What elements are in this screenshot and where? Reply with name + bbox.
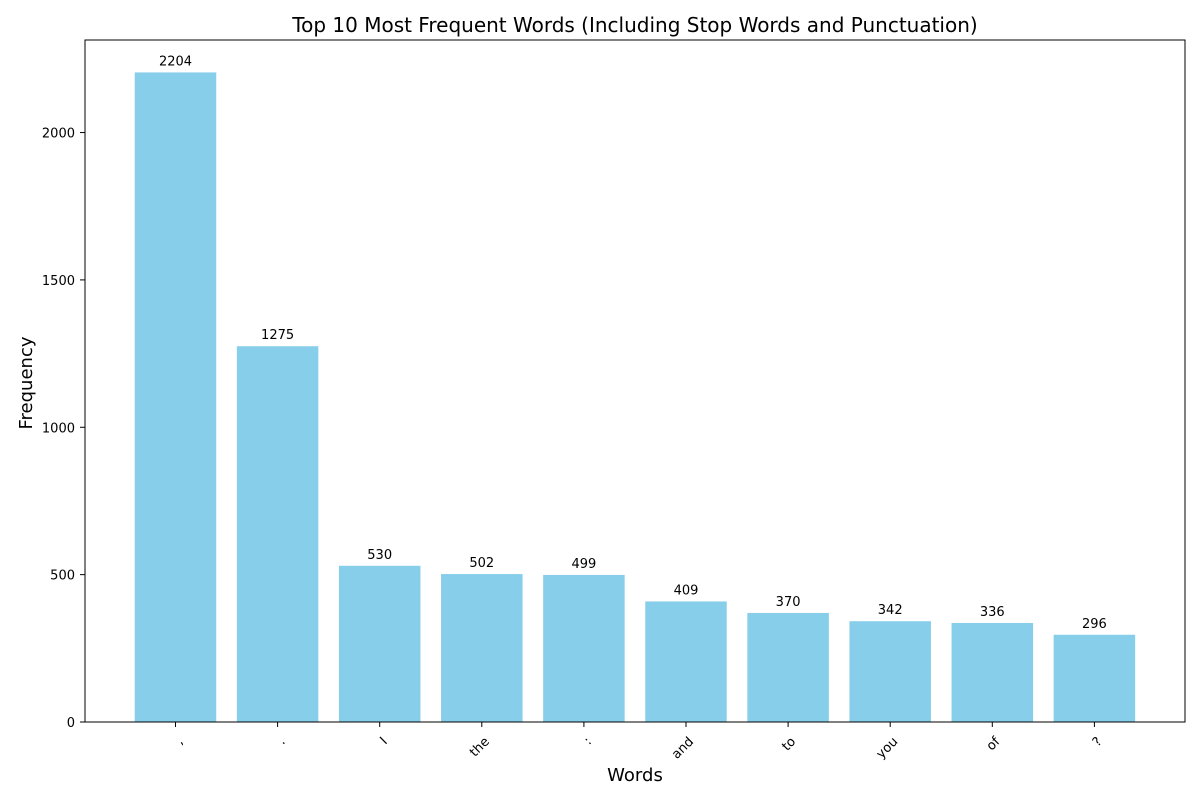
data-label: 296 [1082, 617, 1107, 632]
y-axis: 0 500 1000 1500 2000 [42, 127, 85, 731]
data-label: 530 [367, 548, 392, 563]
data-label: 409 [674, 583, 699, 598]
x-tick-label: . [275, 734, 289, 748]
bar [441, 574, 523, 722]
y-tick-label: 2000 [42, 127, 75, 142]
bar [134, 72, 217, 723]
bar [543, 574, 625, 722]
y-tick-label: 1500 [42, 274, 75, 289]
plot-frame [84, 39, 1186, 723]
x-tick-label: , [173, 734, 187, 748]
bar [747, 612, 829, 722]
y-tick-label: 500 [50, 569, 75, 584]
x-tick-label: : [581, 734, 595, 748]
x-tick-label: and [669, 734, 697, 762]
data-label: 336 [980, 605, 1005, 620]
data-label: 370 [776, 595, 801, 610]
bar [338, 565, 421, 722]
bar [951, 622, 1034, 722]
x-tick-label: ? [1090, 734, 1105, 749]
x-tick-label: of [984, 734, 1004, 754]
bar [1053, 634, 1136, 722]
bar [645, 601, 727, 722]
x-tick-label: you [874, 734, 901, 761]
data-labels-group: 2204 1275 530 502 499 409 370 342 336 296 [159, 54, 1107, 631]
bar [849, 621, 931, 722]
y-tick-label: 0 [67, 716, 75, 731]
x-tick-label: to [779, 734, 799, 754]
chart-title: Top 10 Most Frequent Words (Including St… [291, 13, 977, 37]
x-tick-label: the [467, 734, 493, 760]
y-tick-label: 1000 [42, 421, 75, 436]
data-label: 342 [878, 603, 903, 618]
data-label: 502 [469, 556, 494, 571]
x-tick-label: I [377, 734, 390, 747]
y-axis-label: Frequency [16, 336, 37, 429]
x-axis-label: Words [607, 765, 663, 786]
data-label: 2204 [159, 54, 192, 69]
bars-group [134, 72, 1136, 723]
data-label: 499 [571, 557, 596, 572]
data-label: 1275 [261, 328, 294, 343]
bar [236, 346, 319, 722]
